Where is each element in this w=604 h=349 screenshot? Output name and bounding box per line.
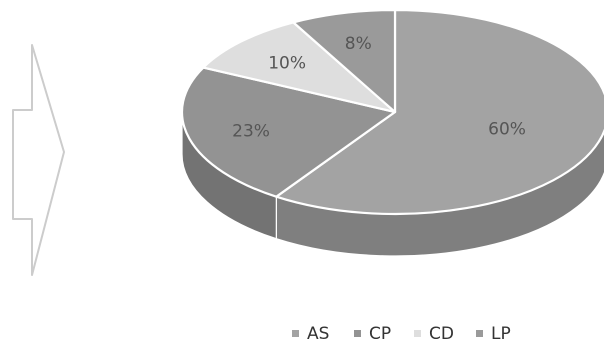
legend-marker-as	[292, 330, 299, 337]
data-label-cp: 23%	[232, 122, 270, 142]
data-label-as: 60%	[488, 119, 526, 139]
legend-marker-lp	[476, 330, 483, 337]
pie-slice-cd	[202, 21, 397, 114]
data-label-lp: 8%	[345, 34, 372, 54]
legend-marker-cp	[354, 330, 361, 337]
legend-label-as: AS	[307, 324, 329, 344]
arrow-shape	[12, 44, 65, 276]
data-labels: 60% 23% 10% 8%	[232, 34, 526, 142]
pie-slice-lp	[292, 8, 397, 114]
pie-slice-as	[275, 8, 604, 216]
legend: AS CP CD LP	[292, 324, 511, 344]
legend-marker-cd	[414, 330, 421, 337]
pie-group	[180, 8, 604, 257]
legend-label-cd: CD	[429, 324, 454, 344]
legend-label-lp: LP	[491, 324, 511, 344]
legend-label-cp: CP	[369, 324, 391, 344]
data-label-cd: 10%	[268, 54, 306, 74]
